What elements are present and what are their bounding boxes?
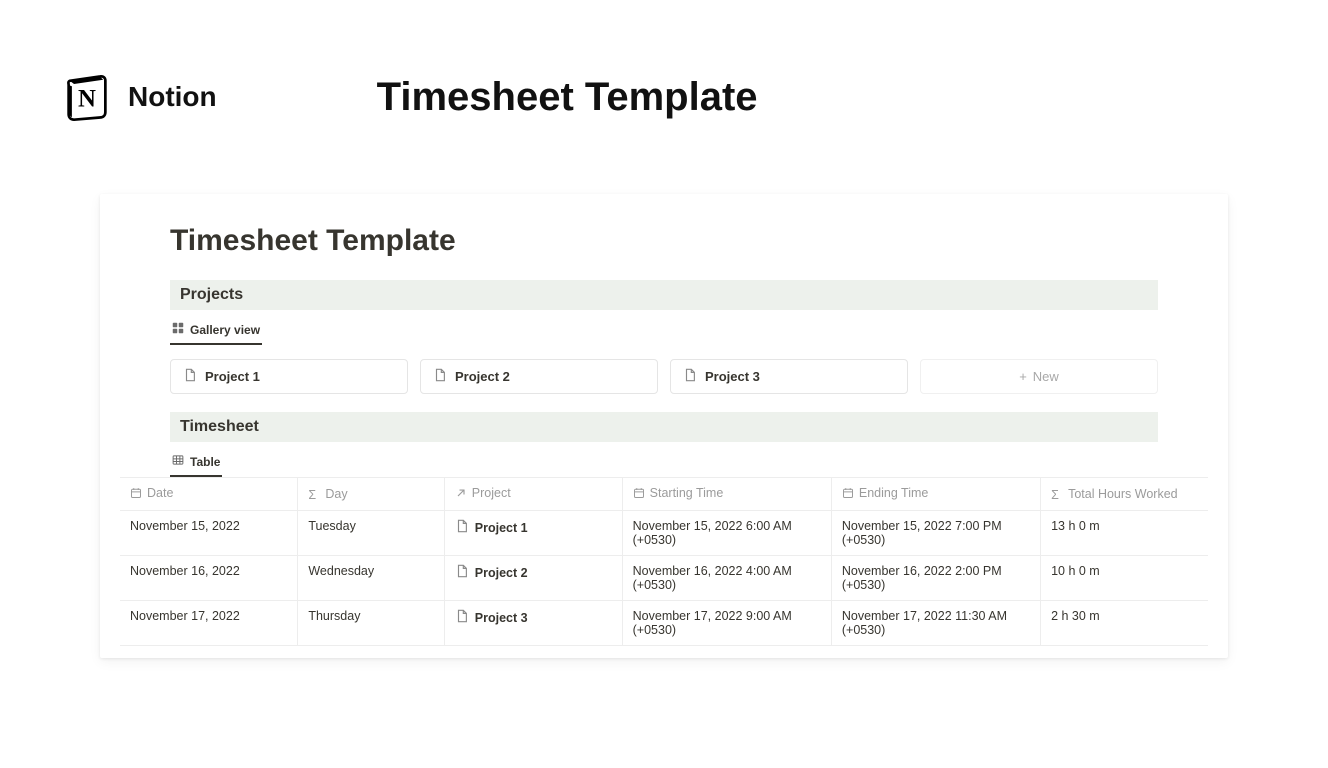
cell-date: November 17, 2022 — [120, 601, 298, 646]
relation-arrow-icon — [455, 487, 467, 499]
cell-project[interactable]: Project 3 — [444, 601, 622, 646]
template-panel: Timesheet Template Projects Gallery view… — [100, 194, 1228, 658]
panel-title: Timesheet Template — [170, 224, 1158, 258]
page-main-heading: Timesheet Template — [377, 75, 758, 120]
page-icon — [455, 609, 469, 626]
cell-total: 2 h 30 m — [1041, 601, 1208, 646]
projects-section-header: Projects — [170, 280, 1158, 310]
cell-end: November 15, 2022 7:00 PM(+0530) — [831, 511, 1040, 556]
gallery-view-icon — [172, 322, 184, 337]
column-header-start[interactable]: Starting Time — [622, 478, 831, 511]
cell-end: November 16, 2022 2:00 PM(+0530) — [831, 556, 1040, 601]
calendar-icon — [633, 487, 645, 499]
gallery-view-tab[interactable]: Gallery view — [170, 318, 262, 345]
cell-day: Tuesday — [298, 511, 444, 556]
project-link-label: Project 2 — [475, 566, 528, 580]
cell-date: November 15, 2022 — [120, 511, 298, 556]
page-icon — [183, 368, 197, 385]
column-label: Ending Time — [859, 486, 928, 500]
table-row[interactable]: November 15, 2022Tuesday Project 1 Novembe… — [120, 511, 1208, 556]
calendar-icon — [842, 487, 854, 499]
project-card[interactable]: Project 3 — [670, 359, 908, 394]
column-label: Project — [472, 486, 511, 500]
table-row[interactable]: November 16, 2022Wednesday Project 2 Novem… — [120, 556, 1208, 601]
project-card[interactable]: Project 2 — [420, 359, 658, 394]
page-icon — [455, 519, 469, 536]
column-label: Day — [325, 487, 347, 501]
project-link-label: Project 3 — [475, 611, 528, 625]
column-label: Total Hours Worked — [1068, 487, 1178, 501]
cell-project[interactable]: Project 1 — [444, 511, 622, 556]
cell-date: November 16, 2022 — [120, 556, 298, 601]
sigma-icon: Σ — [1051, 488, 1063, 500]
cell-start: November 16, 2022 4:00 AM(+0530) — [622, 556, 831, 601]
table-view-label: Table — [190, 455, 220, 469]
table-row[interactable]: November 17, 2022Thursday Project 3 Novemb… — [120, 601, 1208, 646]
notion-logo-icon: N — [60, 70, 114, 124]
column-header-day[interactable]: Σ Day — [298, 478, 444, 511]
table-header-row: Date Σ Day Proj — [120, 478, 1208, 511]
table-view-icon — [172, 454, 184, 469]
cell-day: Thursday — [298, 601, 444, 646]
table-view-tab[interactable]: Table — [170, 450, 222, 477]
column-header-end[interactable]: Ending Time — [831, 478, 1040, 511]
cell-start: November 17, 2022 9:00 AM(+0530) — [622, 601, 831, 646]
plus-icon: + — [1019, 369, 1027, 384]
column-header-total[interactable]: Σ Total Hours Worked — [1041, 478, 1208, 511]
timesheet-table: Date Σ Day Proj — [120, 477, 1208, 646]
new-project-button[interactable]: + New — [920, 359, 1158, 394]
top-bar: N Notion Timesheet Template — [0, 0, 1328, 124]
timesheet-section-header: Timesheet — [170, 412, 1158, 442]
page-icon — [455, 564, 469, 581]
brand-name: Notion — [128, 81, 217, 113]
svg-text:N: N — [78, 86, 96, 113]
calendar-icon — [130, 487, 142, 499]
column-label: Starting Time — [650, 486, 724, 500]
cell-end: November 17, 2022 11:30 AM(+0530) — [831, 601, 1040, 646]
gallery-view-label: Gallery view — [190, 323, 260, 337]
cell-total: 13 h 0 m — [1041, 511, 1208, 556]
cell-total: 10 h 0 m — [1041, 556, 1208, 601]
column-label: Date — [147, 486, 173, 500]
column-header-project[interactable]: Project — [444, 478, 622, 511]
column-header-date[interactable]: Date — [120, 478, 298, 511]
page-icon — [433, 368, 447, 385]
cell-project[interactable]: Project 2 — [444, 556, 622, 601]
project-card-label: Project 2 — [455, 369, 510, 384]
projects-gallery: Project 1 Project 2 Project 3 + New — [170, 345, 1158, 412]
page-icon — [683, 368, 697, 385]
project-card[interactable]: Project 1 — [170, 359, 408, 394]
cell-start: November 15, 2022 6:00 AM(+0530) — [622, 511, 831, 556]
brand-logo: N Notion — [60, 70, 217, 124]
cell-day: Wednesday — [298, 556, 444, 601]
project-card-label: Project 3 — [705, 369, 760, 384]
new-project-label: New — [1033, 369, 1059, 384]
sigma-icon: Σ — [308, 488, 320, 500]
project-card-label: Project 1 — [205, 369, 260, 384]
project-link-label: Project 1 — [475, 521, 528, 535]
